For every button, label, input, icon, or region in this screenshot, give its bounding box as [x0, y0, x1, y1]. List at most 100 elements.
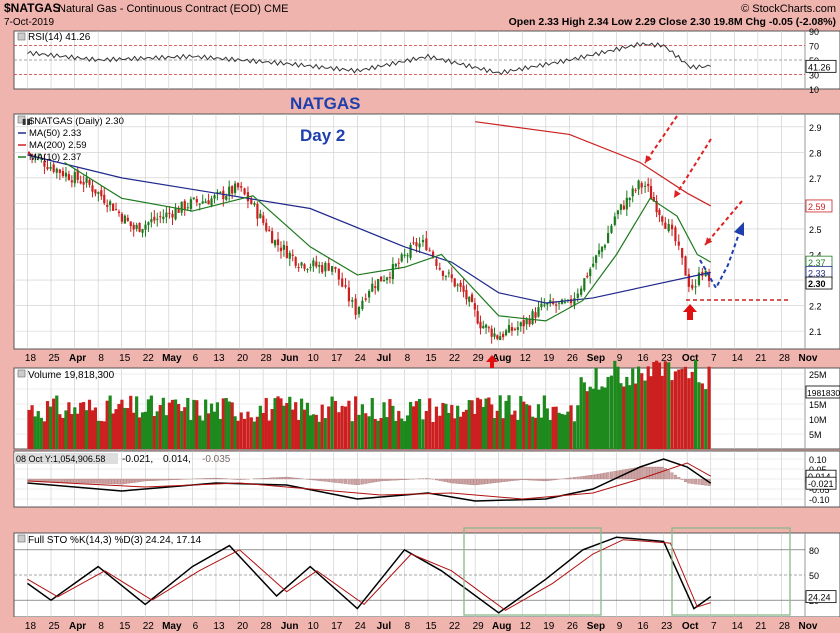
- volume-bar: [117, 404, 121, 449]
- price-tick: 2.2: [809, 302, 822, 312]
- price-candle-body: [344, 285, 347, 287]
- macd-readout: 08 Oct Y:1,054,906.58: [16, 454, 105, 464]
- price-candle-body: [400, 254, 403, 262]
- macd-histogram-bar: [634, 467, 638, 480]
- price-tick: 2.9: [809, 123, 822, 133]
- price-candle-body: [210, 198, 213, 206]
- volume-bar: [533, 417, 538, 449]
- price-tick: 2.4: [809, 250, 822, 260]
- volume-bar: [49, 406, 53, 449]
- price-candle-body: [70, 180, 73, 183]
- price-candle-body: [253, 203, 256, 205]
- price-candle-body: [385, 277, 389, 281]
- macd-readout-bg: [14, 453, 118, 464]
- volume-bar: [333, 400, 338, 449]
- volume-bar: [96, 420, 100, 449]
- macd-histogram-bar: [441, 478, 445, 482]
- macd-histogram-bar: [67, 478, 71, 483]
- x-tick-label: 20: [237, 353, 249, 364]
- price-candle-body: [522, 320, 525, 327]
- macd-histogram-bar: [628, 468, 632, 480]
- price-candle-body: [165, 212, 168, 218]
- volume-bar: [195, 400, 199, 449]
- price-candle-body: [697, 272, 701, 286]
- price-candle-body: [677, 241, 680, 246]
- x-tick-label: 16: [638, 353, 650, 364]
- price-candle-body: [327, 263, 330, 271]
- macd-histogram-bar: [498, 478, 502, 483]
- volume-bar: [152, 416, 156, 449]
- x-tick-label: Jun: [281, 621, 299, 632]
- sto-tick: 80: [809, 546, 819, 556]
- volume-tick: 15M: [809, 400, 827, 410]
- x-tick-label: Apr: [69, 353, 86, 364]
- price-candle-body: [431, 251, 435, 258]
- ma-line-0: [27, 154, 711, 304]
- volume-bar: [657, 362, 662, 449]
- price-candle-body: [374, 286, 377, 288]
- volume-bar: [670, 380, 674, 449]
- volume-bar: [294, 402, 298, 449]
- volume-bar: [102, 421, 106, 449]
- price-candle-body: [61, 170, 65, 177]
- volume-bar: [305, 402, 310, 449]
- volume-bar: [667, 362, 671, 449]
- macd-histogram-bar: [487, 478, 491, 484]
- price-candle-body: [294, 257, 297, 266]
- price-candle-body: [555, 304, 558, 306]
- price-candle-body: [228, 186, 231, 196]
- x-tick-label: 25: [48, 621, 60, 632]
- macd-histogram-bar: [330, 478, 334, 483]
- volume-bar: [27, 409, 31, 449]
- price-candle-body: [371, 283, 374, 292]
- x-tick-label: 24: [355, 621, 367, 632]
- price-candle-body: [94, 189, 97, 194]
- volume-bar: [180, 411, 184, 449]
- price-candle-body: [49, 166, 52, 169]
- macd-histogram-bar: [484, 478, 488, 484]
- macd-signal-line: [27, 462, 711, 500]
- volume-bar: [267, 420, 271, 449]
- x-tick-label: 12: [520, 353, 532, 364]
- price-candle-body: [354, 298, 357, 315]
- price-candle-body: [361, 300, 364, 310]
- volume-bar: [347, 400, 351, 449]
- price-candle-body: [658, 209, 661, 216]
- price-candle-body: [684, 256, 687, 276]
- macd-histogram-bar: [569, 477, 573, 480]
- price-tick: 2.1: [809, 327, 822, 337]
- price-candle-body: [129, 221, 132, 227]
- macd-histogram-bar: [111, 478, 115, 485]
- price-candle-body: [628, 197, 631, 201]
- price-candle-body: [141, 229, 144, 233]
- volume-bar: [323, 417, 327, 449]
- price-candle-body: [309, 267, 312, 269]
- volume-bar: [221, 398, 225, 449]
- price-candle-body: [282, 244, 286, 250]
- volume-bar: [557, 412, 561, 449]
- price-candle-body: [159, 216, 162, 218]
- volume-bar: [579, 377, 583, 449]
- x-tick-label: Apr: [69, 621, 86, 632]
- macd-histogram-bar: [649, 466, 653, 480]
- macd-histogram-bar: [479, 478, 482, 485]
- x-tick-label: 25: [48, 353, 60, 364]
- macd-histogram-bar: [388, 478, 392, 481]
- volume-bar: [516, 419, 520, 449]
- price-candle-body: [625, 197, 628, 210]
- macd-histogram-bar: [690, 478, 694, 484]
- price-candle-body: [76, 170, 79, 180]
- volume-bar: [643, 380, 647, 449]
- x-tick-label: 28: [779, 621, 791, 632]
- macd-histogram-bar: [155, 478, 159, 481]
- price-candle-body: [291, 254, 294, 256]
- volume-bar: [291, 409, 295, 449]
- volume-bar: [470, 400, 474, 449]
- x-tick-label: Oct: [682, 353, 699, 364]
- price-candle-body: [347, 287, 351, 302]
- price-candle-body: [67, 174, 71, 180]
- rsi-tick: 10: [809, 85, 819, 95]
- price-candle-body: [616, 210, 620, 215]
- macd-histogram-bar: [120, 478, 124, 485]
- price-candle-body: [368, 291, 371, 298]
